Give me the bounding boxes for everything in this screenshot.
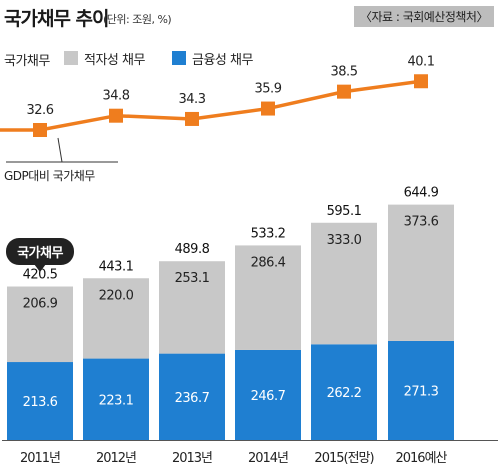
- legend-swatch-deficit: [64, 51, 78, 65]
- label-deficit-4: 333.0: [327, 233, 362, 248]
- x-tick-label-4: 2015(전망): [314, 451, 373, 466]
- gdp-ratio-marker-0: [33, 123, 47, 137]
- label-deficit-3: 286.4: [251, 255, 286, 270]
- legend-text-financial: 금융성 채무: [192, 52, 253, 68]
- label-total-3: 533.2: [251, 226, 286, 241]
- label-deficit-0: 206.9: [23, 297, 58, 312]
- legend-swatch-financial: [172, 51, 186, 65]
- label-total-2: 489.8: [175, 242, 210, 257]
- callout-pointer: [34, 264, 46, 272]
- source-text: 자료 : 국회예산정책처: [371, 10, 477, 24]
- x-tick-label-0: 2011년: [20, 451, 60, 466]
- label-total-4: 595.1: [327, 204, 362, 219]
- callout-text: 국가채무: [17, 246, 63, 261]
- label-financial-1: 223.1: [99, 393, 134, 408]
- label-deficit-2: 253.1: [175, 271, 210, 286]
- gdp-ratio-label-2: 34.3: [179, 92, 206, 107]
- bar-financial-1: [83, 358, 149, 440]
- label-total-5: 644.9: [404, 186, 439, 201]
- label-financial-3: 246.7: [251, 389, 286, 404]
- bar-deficit-0: [7, 286, 73, 363]
- label-financial-4: 262.2: [327, 386, 362, 401]
- x-tick-label-1: 2012년: [96, 451, 136, 466]
- gdp-ratio-marker-4: [337, 84, 351, 99]
- gdp-ratio-label-1: 34.8: [103, 89, 130, 104]
- gdp-ratio-marker-5: [414, 74, 428, 89]
- gdp-ratio-marker-3: [261, 101, 275, 116]
- legend-title: 국가채무: [4, 54, 50, 69]
- gdp-ratio-marker-2: [185, 111, 199, 126]
- label-financial-0: 213.6: [23, 395, 58, 410]
- gdp-ratio-label-0: 32.6: [27, 103, 54, 118]
- source-note: 〈자료 : 국회예산정책처〉: [353, 6, 494, 27]
- gdp-ratio-label-5: 40.1: [408, 54, 435, 69]
- label-financial-5: 271.3: [404, 384, 439, 399]
- x-tick-label-2: 2013년: [172, 451, 212, 466]
- bar-deficit-2: [159, 261, 225, 354]
- bar-deficit-4: [311, 222, 377, 345]
- label-deficit-5: 373.6: [404, 215, 439, 230]
- bar-deficit-5: [388, 204, 454, 341]
- legend-text-deficit: 적자성 채무: [84, 52, 145, 68]
- legend-item-financial: 금융성 채무: [172, 48, 253, 68]
- label-financial-2: 236.7: [175, 391, 210, 406]
- bar-financial-4: [311, 344, 377, 440]
- label-deficit-1: 220.0: [99, 288, 134, 303]
- bar-financial-2: [159, 353, 225, 440]
- bar-financial-0: [7, 362, 73, 440]
- gdp-ratio-line: [0, 79, 422, 132]
- gdp-ratio-marker-1: [109, 108, 123, 123]
- bar-financial-3: [235, 349, 301, 440]
- line-label-leader: [6, 137, 118, 163]
- unit-note: (단위: 조원, %): [103, 13, 172, 26]
- label-total-1: 443.1: [99, 259, 134, 274]
- label-total-0: 420.5: [23, 268, 58, 283]
- gdp-ratio-label-4: 38.5: [331, 65, 358, 80]
- line-series-label: GDP대비 국가채무: [4, 169, 95, 183]
- x-tick-label-3: 2014년: [248, 451, 288, 466]
- gdp-ratio-label-3: 35.9: [255, 82, 282, 97]
- bar-deficit-3: [235, 245, 301, 350]
- callout-bubble: [6, 238, 74, 265]
- chart-title: 국가채무 추이: [4, 8, 109, 30]
- x-tick-label-5: 2016예산: [395, 451, 447, 466]
- bar-deficit-1: [83, 278, 149, 359]
- bar-financial-5: [388, 340, 454, 440]
- legend-item-deficit: 적자성 채무: [64, 48, 145, 68]
